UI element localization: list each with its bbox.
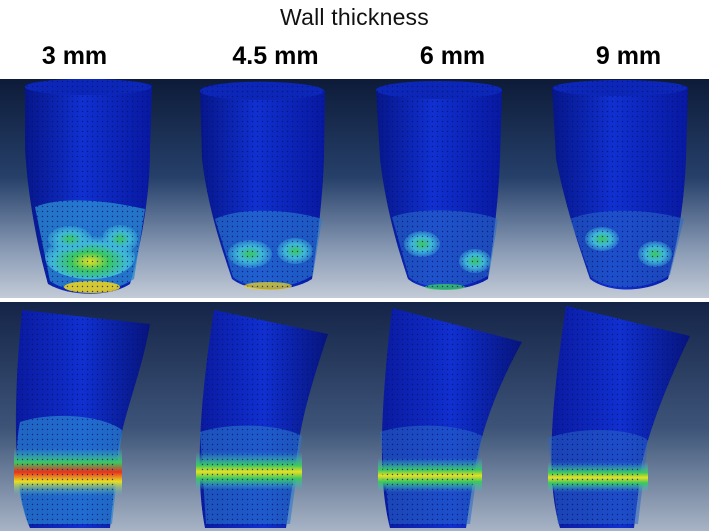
socket-model-4-5mm — [200, 81, 325, 290]
front-view-models — [25, 79, 688, 294]
column-label-4-5mm: 4.5 mm — [232, 42, 319, 70]
figure-title: Wall thickness — [280, 4, 429, 30]
column-label-9mm: 9 mm — [595, 42, 662, 70]
column-label-3mm: 3 mm — [41, 42, 108, 70]
front-view-row — [0, 79, 709, 298]
column-label-6mm: 6 mm — [419, 42, 486, 70]
side-view-models — [14, 306, 690, 528]
socket-side-model-4-5mm — [196, 310, 328, 528]
socket-model-6mm — [376, 81, 502, 290]
side-view-row — [0, 302, 709, 531]
socket-side-model-3mm — [14, 310, 151, 528]
socket-model-3mm — [25, 79, 152, 294]
socket-side-model-9mm — [548, 306, 690, 528]
socket-side-model-6mm — [378, 308, 522, 528]
socket-model-9mm — [552, 80, 688, 290]
